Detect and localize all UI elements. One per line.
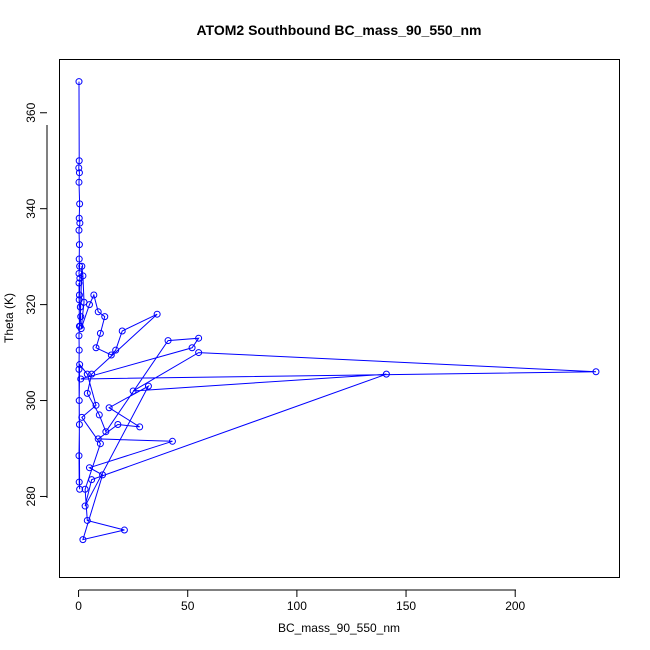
data-point <box>81 502 89 510</box>
data-point <box>112 346 120 354</box>
data-point <box>90 291 98 299</box>
data-point <box>83 516 91 524</box>
y-tick-label: 280 <box>24 486 38 506</box>
y-tick-label: 320 <box>24 294 38 314</box>
data-point <box>75 332 83 340</box>
data-point <box>75 397 83 405</box>
data-point <box>92 344 100 352</box>
x-axis-ticks: 0 50 100 150 200 <box>75 590 526 613</box>
data-point <box>88 370 96 378</box>
x-tick-label: 150 <box>396 599 416 613</box>
data-point <box>75 241 83 249</box>
data-point <box>79 536 87 544</box>
data-point <box>94 308 102 316</box>
data-point <box>75 157 83 165</box>
y-axis-label: Theta (K) <box>2 293 16 343</box>
data-point <box>75 269 83 277</box>
data-point <box>76 361 84 369</box>
data-point <box>129 387 137 395</box>
data-point <box>105 404 113 412</box>
data-point <box>88 476 96 484</box>
data-point <box>102 428 110 436</box>
data-point <box>78 262 86 270</box>
data-point <box>77 313 85 321</box>
data-point <box>195 334 203 342</box>
data-point <box>75 214 83 222</box>
data-point <box>76 200 84 208</box>
data-point <box>75 421 83 429</box>
x-tick-label: 0 <box>75 599 82 613</box>
x-tick-label: 50 <box>181 599 195 613</box>
chart-title: ATOM2 Southbound BC_mass_90_550_nm <box>196 22 481 38</box>
data-point <box>153 310 161 318</box>
data-point <box>136 423 144 431</box>
data-point <box>75 169 83 177</box>
data-point <box>76 262 84 270</box>
data-point <box>75 478 83 486</box>
data-point <box>81 485 89 493</box>
data-point <box>75 365 83 373</box>
data-point <box>83 370 91 378</box>
data-point <box>75 255 83 263</box>
data-point <box>76 485 84 493</box>
data-point <box>120 526 128 534</box>
data-point <box>79 272 87 280</box>
data-point <box>75 452 83 460</box>
y-tick-label: 340 <box>24 198 38 218</box>
data-point <box>114 421 122 429</box>
x-axis-label: BC_mass_90_550_nm <box>278 621 400 635</box>
data-point <box>164 337 172 345</box>
data-point <box>78 413 86 421</box>
data-point <box>85 301 93 309</box>
data-point <box>83 389 91 397</box>
y-axis-ticks: 280 300 320 340 360 <box>24 102 47 506</box>
data-point <box>382 370 390 378</box>
data-point <box>107 351 115 359</box>
y-tick-label: 360 <box>24 102 38 122</box>
y-tick-label: 300 <box>24 390 38 410</box>
data-point <box>195 349 203 357</box>
data-point <box>99 471 107 479</box>
data-point <box>96 440 104 448</box>
series-layer <box>75 78 600 544</box>
data-point <box>76 219 84 227</box>
data-point <box>75 346 83 354</box>
data-point <box>188 344 196 352</box>
data-point <box>85 464 93 472</box>
data-point <box>168 437 176 445</box>
data-point <box>75 322 83 330</box>
data-point <box>101 313 109 321</box>
data-point <box>75 291 83 299</box>
plot-frame <box>59 59 620 578</box>
data-point <box>592 368 600 376</box>
data-point <box>75 279 83 287</box>
data-point <box>76 303 84 311</box>
data-point <box>118 327 126 335</box>
data-point <box>75 78 83 86</box>
data-point <box>75 178 83 186</box>
data-point <box>144 382 152 390</box>
data-point <box>75 164 83 172</box>
data-point <box>92 401 100 409</box>
data-point <box>96 329 104 337</box>
data-point <box>95 411 103 419</box>
data-point <box>77 375 85 383</box>
x-tick-label: 200 <box>505 599 525 613</box>
x-tick-label: 100 <box>287 599 307 613</box>
series-line <box>78 81 597 541</box>
data-point <box>75 226 83 234</box>
